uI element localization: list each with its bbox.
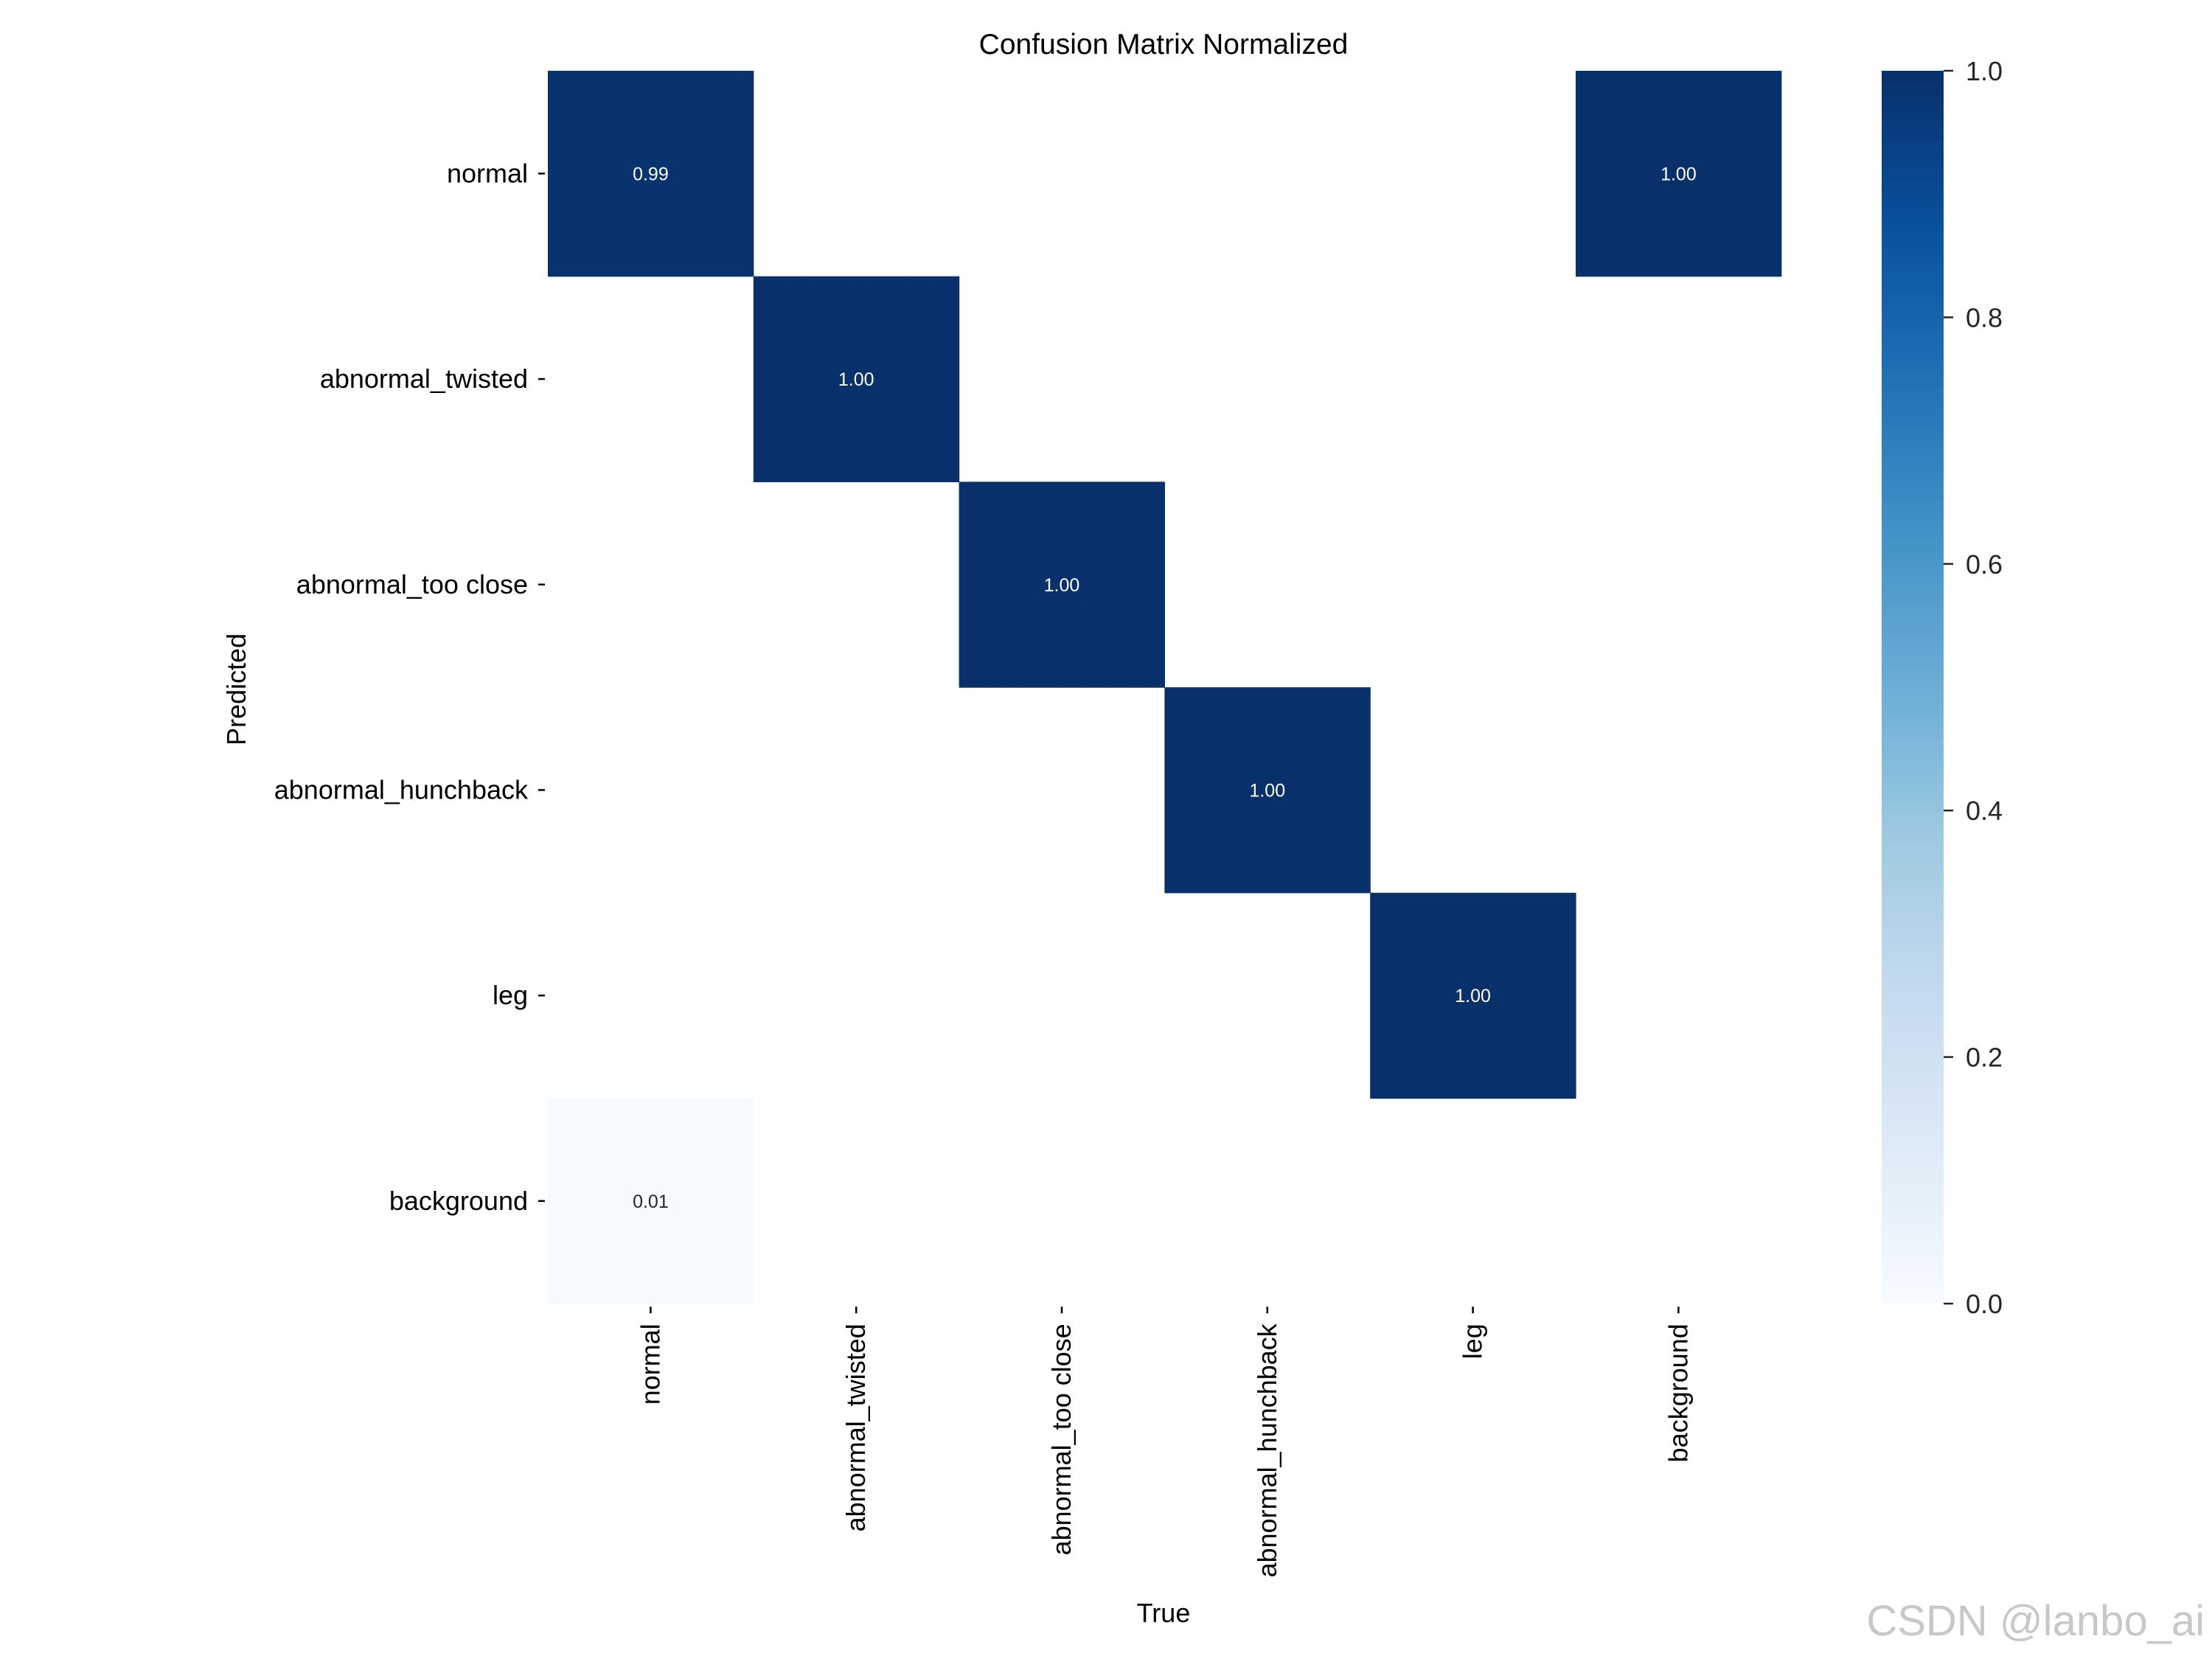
cell-value-label: 1.00 [838,369,874,390]
heatmap-cell [1370,892,1576,1099]
y-tick-label: abnormal_twisted [320,364,528,394]
colorbar [1882,71,1944,1304]
x-tick-label: leg [1458,1324,1488,1359]
chart-title: Confusion Matrix Normalized [979,29,1349,60]
heatmap-cell [1164,687,1371,894]
x-tick-label: abnormal_hunchback [1252,1323,1282,1577]
x-tick-label: normal [635,1324,665,1405]
y-tick-label: abnormal_too close [296,569,528,599]
cell-value-label: 0.01 [633,1192,669,1212]
colorbar-ticks: 0.0 0.2 0.4 0.6 0.8 1.0 [1944,56,2003,1319]
colorbar-tick-label: 0.6 [1966,549,2003,580]
x-tick-label: abnormal_twisted [841,1324,871,1531]
y-axis-label: Predicted [221,633,251,745]
colorbar-tick-label: 0.2 [1966,1043,2003,1073]
watermark: CSDN @lanbo_ai [1866,1597,2205,1645]
heatmap-cell [959,481,1165,688]
heatmap-cell [548,71,754,277]
heatmap-cell [1576,71,1782,277]
heatmap-cell [548,1098,754,1304]
heatmap-cell-labels: 0.99 1.00 1.00 1.00 1.00 1.00 0.01 [633,164,1697,1212]
x-axis-ticks: normal abnormal_twisted abnormal_too close… [635,1307,1693,1577]
colorbar-tick-label: 0.0 [1966,1289,2003,1319]
cell-value-label: 1.00 [1455,986,1491,1006]
heatmap-cell [753,276,960,482]
colorbar-tick-label: 0.8 [1966,302,2003,333]
colorbar-tick-label: 1.0 [1966,56,2003,86]
y-tick-label: abnormal_hunchback [274,774,529,804]
cell-value-label: 0.99 [633,164,669,184]
y-tick-label: leg [493,980,528,1010]
y-tick-label: normal [447,158,528,188]
x-tick-label: background [1663,1324,1693,1462]
cell-value-label: 1.00 [1249,780,1285,801]
colorbar-tick-label: 0.4 [1966,796,2003,826]
cell-value-label: 1.00 [1044,575,1080,596]
heatmap-cells [548,71,1782,1304]
x-tick-label: abnormal_too close [1046,1324,1077,1555]
y-tick-label: background [389,1186,528,1216]
cell-value-label: 1.00 [1660,164,1697,184]
y-axis-ticks: normal abnormal_twisted abnormal_too close… [274,158,545,1216]
x-axis-label: True [1137,1598,1191,1628]
